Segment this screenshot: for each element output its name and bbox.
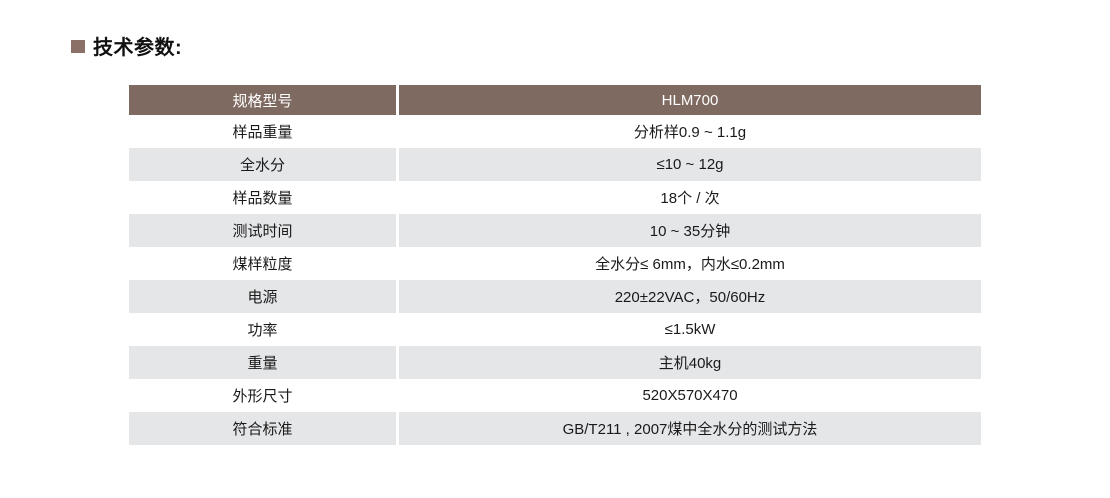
spec-label: 测试时间 [129,214,399,247]
spec-label: 全水分 [129,148,399,181]
spec-label: 符合标准 [129,412,399,445]
spec-value: 分析样0.9 ~ 1.1g [399,115,981,148]
spec-table: 规格型号 HLM700 样品重量 分析样0.9 ~ 1.1g 全水分 ≤10 ~… [129,85,981,445]
spec-value: 220±22VAC，50/60Hz [399,280,981,313]
spec-value: ≤1.5kW [399,313,981,346]
spec-value: ≤10 ~ 12g [399,148,981,181]
table-row: 功率 ≤1.5kW [129,313,981,346]
spec-value: 18个 / 次 [399,181,981,214]
square-bullet-icon [71,40,85,53]
table-row: 符合标准 GB/T211 , 2007煤中全水分的测试方法 [129,412,981,445]
table-row: 样品数量 18个 / 次 [129,181,981,214]
spec-value: 520X570X470 [399,379,981,412]
table-row: 全水分 ≤10 ~ 12g [129,148,981,181]
table-header-row: 规格型号 HLM700 [129,85,981,115]
table-row: 电源 220±22VAC，50/60Hz [129,280,981,313]
spec-value: GB/T211 , 2007煤中全水分的测试方法 [399,412,981,445]
spec-label: 重量 [129,346,399,379]
table-row: 样品重量 分析样0.9 ~ 1.1g [129,115,981,148]
spec-label: 煤样粒度 [129,247,399,280]
table-row: 煤样粒度 全水分≤ 6mm，内水≤0.2mm [129,247,981,280]
section-title: 技术参数: [93,37,183,59]
spec-label: 外形尺寸 [129,379,399,412]
spec-value: 主机40kg [399,346,981,379]
table-row: 测试时间 10 ~ 35分钟 [129,214,981,247]
spec-value: 10 ~ 35分钟 [399,214,981,247]
spec-value: 全水分≤ 6mm，内水≤0.2mm [399,247,981,280]
table-row: 重量 主机40kg [129,346,981,379]
section-header: 技术参数: [71,31,182,60]
spec-label: 样品数量 [129,181,399,214]
spec-label: 电源 [129,280,399,313]
header-cell-model-number: HLM700 [399,85,981,115]
table-row: 外形尺寸 520X570X470 [129,379,981,412]
spec-label: 功率 [129,313,399,346]
spec-label: 样品重量 [129,115,399,148]
header-cell-spec-model: 规格型号 [129,85,399,115]
